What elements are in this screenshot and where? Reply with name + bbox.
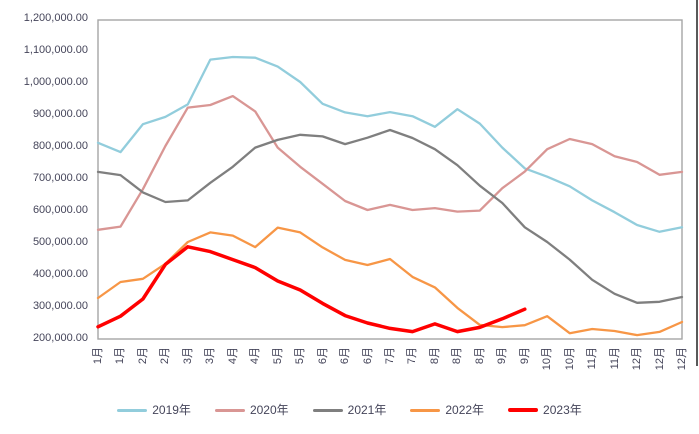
x-axis-label: 5月 (271, 347, 284, 365)
x-axis-label: 4月 (249, 347, 262, 365)
legend-label: 2023年 (543, 403, 582, 417)
x-axis-label: 11月 (586, 347, 599, 370)
series-lines (96, 55, 684, 337)
x-axis-label: 11月 (608, 347, 621, 370)
x-axis-label: 6月 (361, 347, 374, 365)
chart-legend: 2019年 2020年 2021年 2022年 2023年 (0, 398, 699, 422)
legend-line-swatch (214, 408, 245, 412)
legend-line-swatch (508, 408, 539, 412)
x-axis-label: 3月 (204, 347, 217, 365)
x-axis-label: 6月 (316, 347, 329, 365)
y-axis-tick-label: 1,000,000.00 (23, 76, 88, 88)
screenshot-right-border (696, 0, 698, 366)
legend-line-swatch (410, 408, 441, 412)
legend-label: 2021年 (347, 403, 387, 417)
x-axis-label: 9月 (518, 347, 531, 365)
y-axis-tick-label: 500,000.00 (32, 236, 88, 248)
legend-item-2021年: 2021年 (312, 403, 387, 417)
x-axis-label: 12月 (676, 347, 688, 371)
x-axis-label: 10月 (563, 347, 576, 371)
legend-item-2022年: 2022年 (410, 403, 484, 417)
x-axis-label: 2月 (136, 347, 149, 365)
series-line-2019年 (96, 55, 684, 233)
series-line-2021年 (96, 128, 684, 304)
legend-item-2023年: 2023年 (508, 403, 582, 417)
x-axis-label: 7月 (384, 347, 396, 365)
series-line-2022年 (96, 226, 684, 337)
x-axis-label: 2月 (159, 347, 172, 365)
x-axis-label: 4月 (226, 347, 239, 365)
y-axis-tick-label: 800,000.00 (32, 140, 88, 152)
y-axis-tick-label: 300,000.00 (32, 300, 88, 312)
y-axis-tick-label: 400,000.00 (32, 268, 88, 280)
legend-label: 2020年 (249, 403, 289, 417)
x-axis-label: 5月 (294, 347, 307, 365)
x-axis-label: 1月 (114, 347, 127, 365)
legend-line-swatch (312, 408, 343, 412)
y-axis-tick-label: 700,000.00 (32, 172, 88, 184)
legend-line-swatch (117, 408, 148, 412)
series-line-2020年 (96, 94, 684, 231)
x-axis-label: 8月 (473, 347, 486, 365)
x-axis-label: 12月 (631, 347, 644, 371)
plot-area-border (97, 19, 683, 340)
y-axis-tick-label: 1,100,000.00 (23, 44, 88, 56)
legend-label: 2022年 (445, 403, 485, 417)
x-axis-label: 1月 (92, 347, 104, 365)
x-axis-label: 12月 (653, 347, 666, 371)
y-axis-tick-label: 1,200,000.00 (23, 12, 88, 24)
legend-item-2019年: 2019年 (117, 403, 191, 417)
x-axis-label: 8月 (428, 347, 441, 365)
y-axis-tick-label: 900,000.00 (32, 108, 88, 120)
series-line-2023年 (96, 245, 527, 334)
x-axis-label: 10月 (541, 347, 554, 371)
legend-label: 2019年 (152, 403, 191, 417)
x-axis-label: 7月 (406, 347, 419, 365)
y-axis-tick-label: 200,000.00 (32, 332, 88, 344)
y-axis-tick-label: 600,000.00 (32, 204, 88, 216)
x-axis-label: 8月 (451, 347, 464, 365)
x-axis-label: 3月 (181, 347, 194, 365)
x-axis-label: 9月 (496, 347, 509, 365)
x-axis-label: 6月 (339, 347, 352, 365)
legend-item-2020年: 2020年 (214, 403, 289, 417)
